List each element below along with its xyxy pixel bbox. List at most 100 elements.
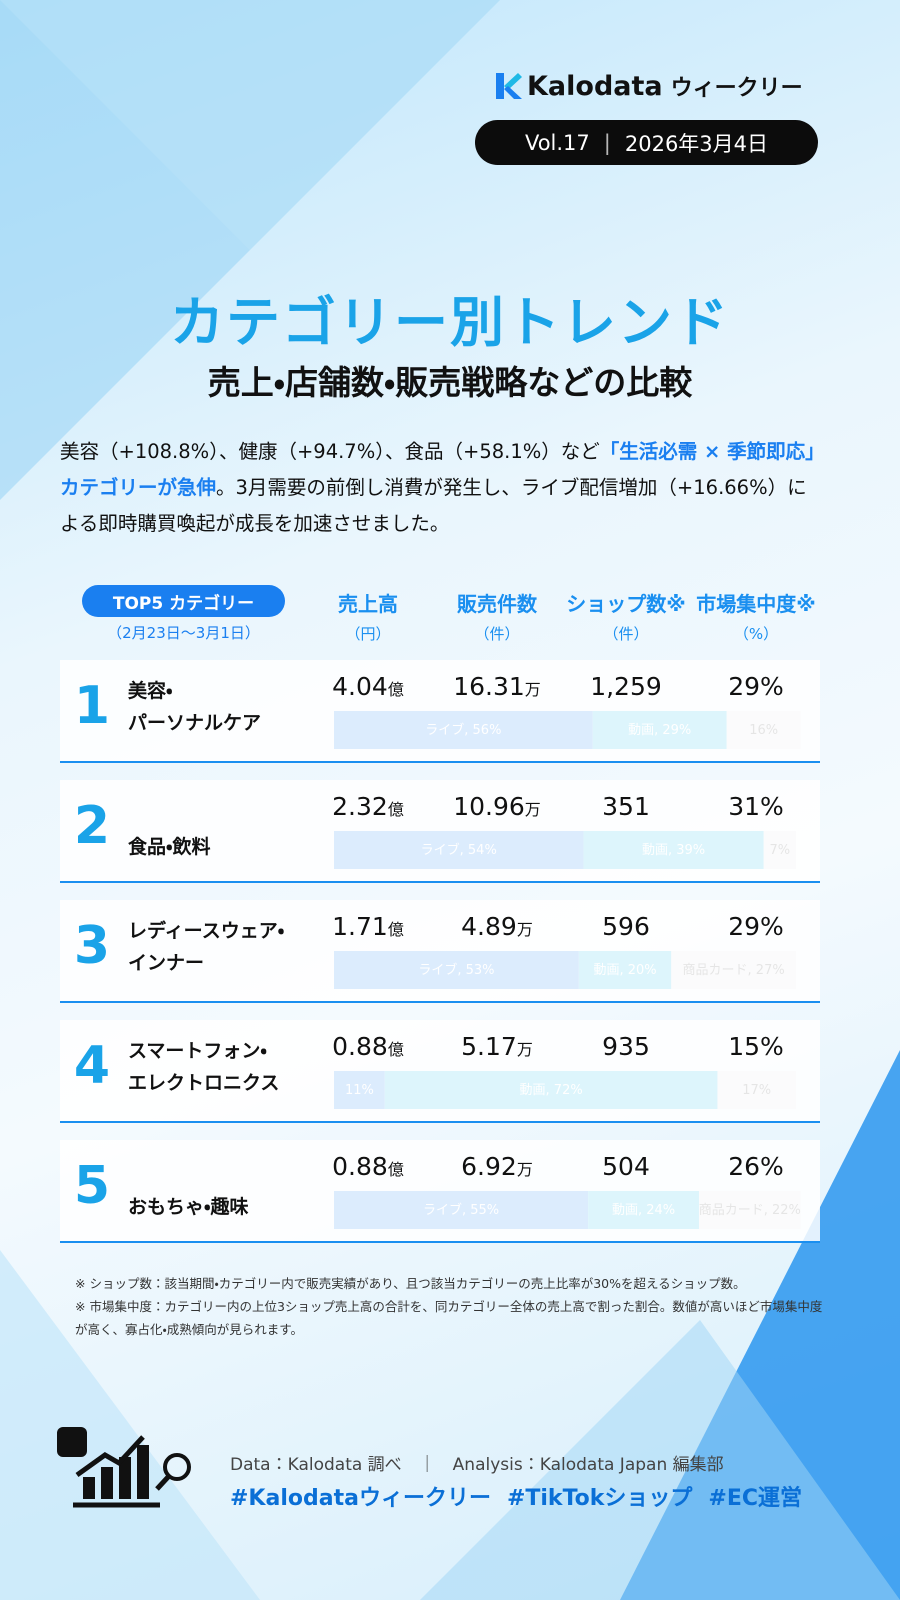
sales: 0.88 — [332, 1032, 388, 1061]
rank: 2 — [73, 796, 111, 856]
intro-highlight: 「生活必需 × 季節即応」カテゴリーが急伸 — [60, 440, 815, 499]
intro-rest: 。3月需要の前倒し消費が発生し、ライブ配信増加（+16.66%）による即時購買喚… — [60, 476, 807, 535]
category: 食品・飲料 — [128, 836, 211, 858]
value-cell: 0.88億 — [293, 1152, 443, 1181]
column-name: 売上高 — [338, 592, 398, 616]
orders: 4.89 — [461, 912, 517, 941]
subtitle: 売上・店舗数・販売戦略などの比較 — [207, 363, 693, 402]
column-header: 売上高 （円） — [293, 588, 443, 644]
brand-suffix: ウィークリー — [670, 76, 803, 101]
sales-unit: 億 — [387, 1160, 404, 1179]
issue-pill: Vol.17 | 2026年3月4日 — [475, 120, 818, 165]
row-separator — [60, 1121, 820, 1123]
row-background — [60, 900, 820, 1001]
rank: 5 — [73, 1156, 111, 1216]
orders: 16.31 — [453, 672, 525, 701]
column-name: ショップ数※ — [566, 592, 686, 616]
date: 2026年3月4日 — [624, 131, 769, 156]
category: パーソナルケア — [128, 712, 262, 734]
value-cell: 16.31万 — [422, 672, 572, 701]
value-cell: 10.96万 — [422, 792, 572, 821]
brand: Kalodata ウィークリー — [527, 70, 803, 102]
orders-unit: 万 — [516, 1160, 533, 1179]
category: レディースウェア・ — [128, 920, 285, 942]
row-separator — [60, 761, 820, 763]
category: インナー — [128, 952, 205, 974]
sales: 0.88 — [332, 1152, 388, 1181]
column-unit: （件） — [474, 625, 520, 643]
shops: 504 — [602, 1152, 650, 1181]
orders-unit: 万 — [524, 800, 541, 819]
hashtags: #Kalodataウィークリー #TikTokショップ #EC運営 — [230, 1480, 818, 1512]
value-cell: 5.17万 — [422, 1032, 572, 1061]
rank: 1 — [73, 676, 111, 736]
notes: ※ ショップ数：該当期間・カテゴリー内で販売実績があり、且つ該当カテゴリーの売上… — [75, 1272, 825, 1341]
category: おもちゃ・趣味 — [128, 1196, 249, 1218]
hashtag: #Kalodataウィークリー — [230, 1486, 491, 1511]
intro-lead: 美容（+108.8%）、健康（+94.7%）、食品（+58.1%）など — [60, 440, 600, 463]
column-name: 市場集中度※ — [696, 592, 816, 616]
note: ※ ショップ数：該当期間・カテゴリー内で販売実績があり、且つ該当カテゴリーの売上… — [75, 1276, 746, 1291]
value-cell: 2.32億 — [293, 792, 443, 821]
column-unit: （件） — [603, 625, 649, 643]
hashtag: #TikTokショップ — [506, 1486, 693, 1511]
category: スマートフォン・ — [128, 1040, 267, 1062]
volume: Vol.17 — [524, 130, 590, 155]
orders: 5.17 — [461, 1032, 517, 1061]
rank: 4 — [73, 1036, 111, 1096]
column-name: 販売件数 — [457, 592, 537, 616]
top5-badge: TOP5 カテゴリー — [82, 585, 285, 617]
column-unit: （%） — [733, 625, 779, 643]
shops: 596 — [602, 912, 650, 941]
row-background — [60, 780, 820, 881]
sales-unit: 億 — [387, 920, 404, 939]
orders-unit: 万 — [516, 1040, 533, 1059]
brand-name: Kalodata — [527, 71, 663, 102]
source: Data：Kalodata 調べ ｜ Analysis：Kalodata Jap… — [230, 1455, 724, 1475]
row-background — [60, 660, 820, 761]
concentration: 31% — [728, 792, 784, 821]
value-cell: 4.89万 — [422, 912, 572, 941]
row-separator — [60, 1001, 820, 1003]
shops: 351 — [602, 792, 650, 821]
sales: 4.04 — [332, 672, 388, 701]
concentration: 29% — [728, 672, 784, 701]
orders: 6.92 — [461, 1152, 517, 1181]
rank: 3 — [73, 916, 111, 976]
column-unit: （円） — [345, 625, 391, 643]
row-separator — [60, 881, 820, 883]
column-header: 販売件数 （件） — [422, 588, 572, 644]
orders-unit: 万 — [524, 680, 541, 699]
column-header: ショップ数※ （件） — [551, 588, 701, 644]
category: エレクトロニクス — [128, 1072, 280, 1094]
orders: 10.96 — [453, 792, 525, 821]
concentration: 29% — [728, 912, 784, 941]
note: ※ 市場集中度：カテゴリー内の上位3ショップ売上高の合計を、同カテゴリー全体の売… — [75, 1299, 823, 1337]
row-background — [60, 1140, 820, 1241]
sales: 1.71 — [332, 912, 388, 941]
value-cell: 6.92万 — [422, 1152, 572, 1181]
sales: 2.32 — [332, 792, 388, 821]
value-cell: 0.88億 — [293, 1032, 443, 1061]
column-header: 市場集中度※ （%） — [681, 588, 831, 644]
concentration: 26% — [728, 1152, 784, 1181]
footer-icon — [57, 1427, 191, 1508]
shops: 935 — [602, 1032, 650, 1061]
orders-unit: 万 — [516, 920, 533, 939]
row-background — [60, 1020, 820, 1121]
concentration: 15% — [728, 1032, 784, 1061]
period: （2月23日〜3月1日） — [107, 624, 260, 642]
hashtag: #EC運営 — [708, 1486, 803, 1511]
value-cell: 4.04億 — [293, 672, 443, 701]
row-separator — [60, 1241, 820, 1243]
title: カテゴリー別トレンド — [170, 291, 730, 354]
category: 美容・ — [128, 680, 173, 702]
sales-unit: 億 — [387, 1040, 404, 1059]
shops: 1,259 — [590, 672, 662, 701]
intro: 美容（+108.8%）、健康（+94.7%）、食品（+58.1%）など「生活必需… — [60, 434, 820, 542]
value-cell: 1.71億 — [293, 912, 443, 941]
sales-unit: 億 — [387, 800, 404, 819]
logo-mark — [496, 73, 522, 99]
